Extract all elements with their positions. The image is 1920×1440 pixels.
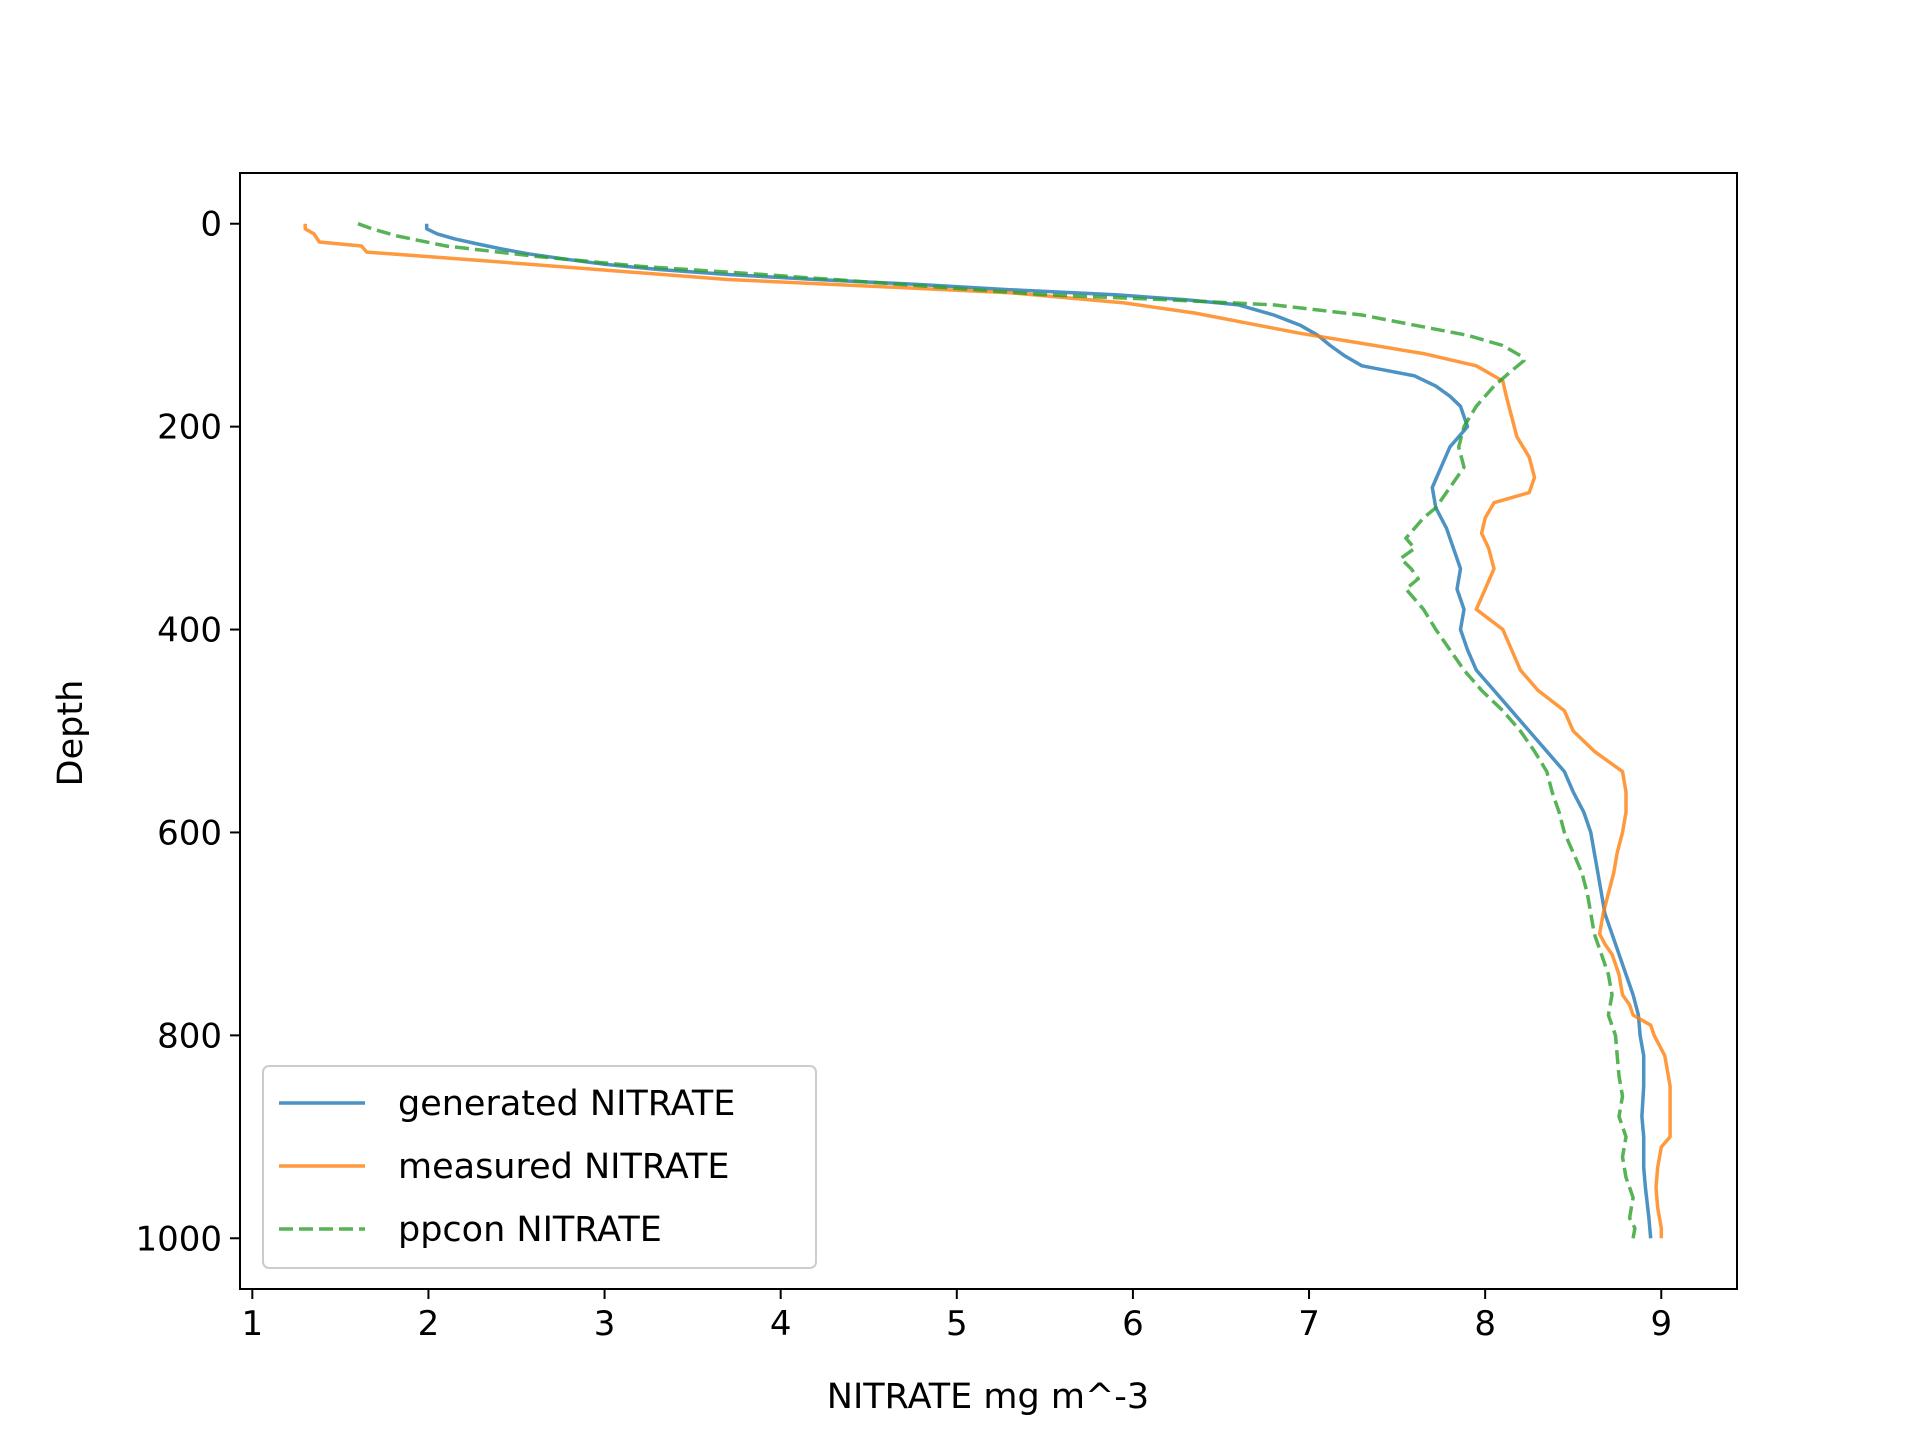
legend-label-2: measured NITRATE xyxy=(398,1147,730,1187)
x-tick-label: 3 xyxy=(594,1304,616,1344)
series-layer xyxy=(303,222,1672,1239)
x-axis-label: NITRATE mg m^-3 xyxy=(827,1377,1149,1417)
y-tick-label: 600 xyxy=(157,813,222,853)
x-tick-label: 2 xyxy=(418,1304,440,1344)
y-tick-label: 800 xyxy=(157,1016,222,1056)
x-tick-label: 6 xyxy=(1122,1304,1144,1344)
series-line-2 xyxy=(303,223,1672,1239)
series-line-3 xyxy=(357,222,1637,1239)
x-tick-label: 1 xyxy=(242,1304,264,1344)
x-tick-label: 9 xyxy=(1650,1304,1672,1344)
y-tick-label: 200 xyxy=(157,408,222,448)
x-tick-label: 8 xyxy=(1474,1304,1496,1344)
x-tick-label: 4 xyxy=(770,1304,792,1344)
x-tick-label: 5 xyxy=(946,1304,968,1344)
legend: generated NITRATE measured NITRATE ppcon N… xyxy=(262,1065,817,1269)
y-axis: 0 200 400 600 800 1000 xyxy=(135,205,240,1259)
legend-label-3: ppcon NITRATE xyxy=(398,1210,662,1250)
x-tick-label: 7 xyxy=(1298,1304,1320,1344)
legend-label-1: generated NITRATE xyxy=(398,1084,735,1124)
y-axis-label: Depth xyxy=(51,680,91,787)
y-tick-label: 0 xyxy=(200,205,222,245)
y-tick-label: 400 xyxy=(157,611,222,651)
x-axis: 1 2 3 4 5 6 7 8 9 xyxy=(242,1289,1672,1344)
legend-box xyxy=(262,1065,817,1269)
y-tick-label: 1000 xyxy=(135,1219,222,1259)
plot-frame xyxy=(239,172,1738,1290)
